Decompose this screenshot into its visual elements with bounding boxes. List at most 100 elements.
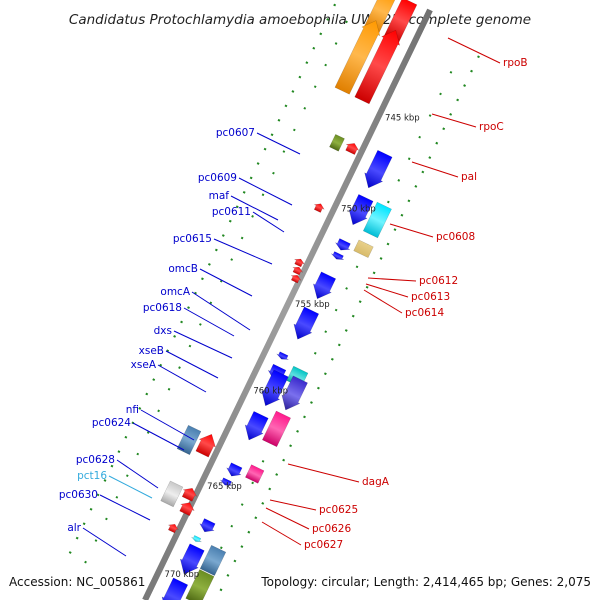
gene-feature-3 — [354, 29, 400, 105]
gene-feature-37 — [199, 544, 227, 576]
gene-feature-34 — [220, 477, 233, 486]
gene-label-rpoB[interactable]: rpoB — [503, 57, 528, 69]
gene-feature-25 — [276, 351, 289, 360]
gene-feature-31 — [244, 411, 269, 441]
gene-label-dagA[interactable]: dagA — [362, 476, 390, 488]
leader-line — [230, 195, 279, 221]
gene-feature-15 — [160, 480, 184, 508]
genome-summary-text: Topology: circular; Length: 2,414,465 bp… — [260, 575, 591, 589]
gene-label-pc0612[interactable]: pc0612 — [419, 275, 458, 287]
leader-line — [238, 177, 293, 206]
leader-line — [191, 291, 251, 331]
gene-feature-6 — [329, 134, 345, 152]
gene-label-pc0609[interactable]: pc0609 — [198, 172, 237, 184]
gene-features — [160, 0, 418, 600]
leader-line — [363, 289, 403, 314]
gene-label-rpoC[interactable]: rpoC — [479, 121, 504, 133]
leader-line — [431, 113, 477, 128]
gene-feature-39 — [185, 569, 215, 600]
gene-feature-18 — [362, 201, 392, 239]
gene-feature-35 — [199, 518, 216, 533]
kbp-tick-label: 765 kbp — [207, 482, 242, 492]
gene-feature-16 — [167, 523, 179, 534]
leader-line — [99, 494, 151, 521]
gene-feature-8 — [293, 258, 306, 268]
leader-line — [447, 37, 501, 64]
gene-feature-21 — [334, 238, 351, 251]
gene-label-pc0608[interactable]: pc0608 — [436, 231, 475, 243]
leader-line — [287, 463, 360, 483]
gene-feature-9 — [292, 266, 304, 276]
gene-feature-14 — [179, 502, 195, 517]
gene-label-pc0625[interactable]: pc0625 — [319, 504, 358, 516]
gene-label-dxs[interactable]: dxs — [154, 325, 172, 337]
leader-line — [252, 211, 285, 233]
gene-feature-29 — [261, 369, 289, 407]
gene-label-maf[interactable]: maf — [209, 190, 230, 202]
gene-label-xseB[interactable]: xseB — [139, 345, 164, 357]
leader-line — [213, 238, 273, 265]
leader-line — [269, 499, 317, 511]
gene-feature-4 — [334, 20, 381, 95]
genome-backbone — [142, 8, 433, 600]
kbp-tick-label: 750 kbp — [341, 205, 376, 215]
gene-labels: pc0607 pc0609 maf pc0611 pc0615 omcB omcA pc061… — [59, 37, 528, 557]
backbone-shade — [142, 8, 433, 600]
gene-label-pc0626[interactable]: pc0626 — [312, 523, 351, 535]
gene-feature-28 — [281, 375, 308, 411]
leader-line — [367, 277, 417, 282]
gene-feature-24 — [293, 306, 320, 340]
leader-line — [116, 459, 159, 489]
guide-track-inner-2 — [81, 6, 355, 570]
gene-label-xseA[interactable]: xseA — [131, 359, 157, 371]
gene-feature-17 — [364, 149, 393, 189]
leader-line — [132, 422, 185, 451]
leader-line — [256, 132, 301, 155]
leader-line — [365, 283, 409, 298]
leader-line — [389, 223, 434, 238]
gene-label-pc0627[interactable]: pc0627 — [304, 539, 343, 551]
gene-label-omcA[interactable]: omcA — [160, 286, 190, 298]
leader-line — [157, 364, 207, 393]
gene-feature-13 — [181, 487, 198, 502]
gene-feature-32 — [245, 464, 265, 484]
gene-label-pc0624[interactable]: pc0624 — [92, 417, 131, 429]
leader-line — [108, 475, 153, 499]
leader-line — [82, 527, 127, 557]
gene-feature-12 — [176, 424, 202, 456]
gene-feature-7 — [313, 203, 325, 213]
gene-feature-38 — [179, 543, 205, 575]
gene-label-pc0630[interactable]: pc0630 — [59, 489, 98, 501]
guide-track-inner-1 — [194, 56, 460, 600]
gene-feature-23 — [313, 271, 337, 299]
gene-label-pct16[interactable]: pct16 — [77, 470, 107, 482]
kbp-ticks: 745 kbp 750 kbp 755 kbp 760 kbp 765 kbp 770 k… — [165, 114, 420, 580]
gene-label-nfi[interactable]: nfi — [126, 404, 139, 416]
gene-feature-20 — [353, 239, 374, 258]
leader-line — [265, 507, 310, 530]
gene-label-pc0615[interactable]: pc0615 — [173, 233, 212, 245]
gene-label-pc0628[interactable]: pc0628 — [76, 454, 115, 466]
gene-label-pal[interactable]: pal — [461, 171, 477, 183]
gene-label-pc0607[interactable]: pc0607 — [216, 127, 255, 139]
gene-feature-36 — [191, 535, 202, 543]
gene-label-alr[interactable]: alr — [67, 522, 81, 534]
kbp-tick-label: 770 kbp — [165, 570, 200, 580]
guide-track-2 — [64, 0, 339, 563]
guide-track-1 — [214, 55, 480, 600]
gene-label-pc0618[interactable]: pc0618 — [143, 302, 182, 314]
kbp-tick-label: 745 kbp — [385, 114, 420, 124]
gene-label-pc0614[interactable]: pc0614 — [405, 307, 444, 319]
gene-feature-19 — [348, 194, 374, 226]
gene-feature-5 — [345, 143, 360, 155]
leader-line — [411, 161, 459, 178]
gene-label-pc0611[interactable]: pc0611 — [212, 206, 251, 218]
gene-label-pc0613[interactable]: pc0613 — [411, 291, 450, 303]
accession-text: Accession: NC_005861 — [9, 575, 145, 589]
gene-feature-40 — [161, 577, 189, 600]
gene-label-omcB[interactable]: omcB — [168, 263, 198, 275]
leader-line — [183, 307, 235, 337]
gene-feature-11 — [195, 434, 216, 458]
